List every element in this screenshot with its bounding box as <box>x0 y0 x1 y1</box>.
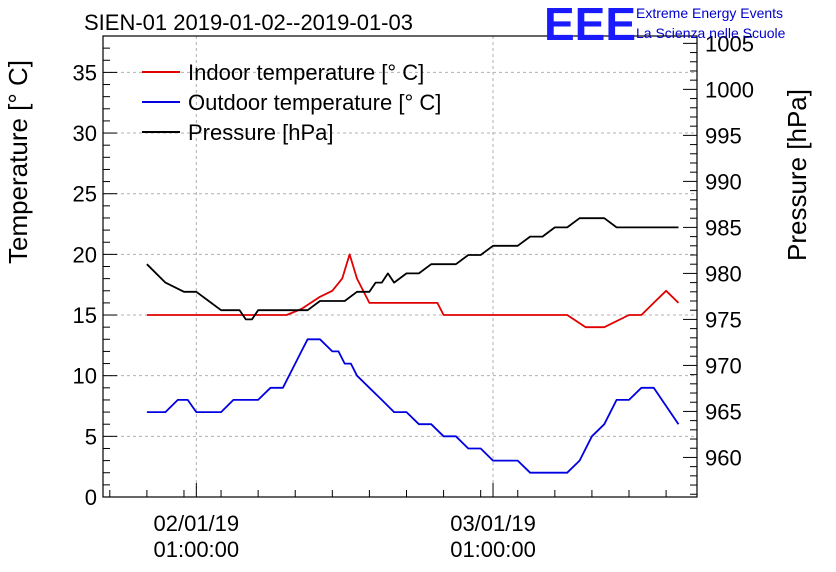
x-tick-date-label-0: 02/01/19 <box>154 511 240 536</box>
series-line-0 <box>146 253 680 329</box>
y-right-tick-label-2: 970 <box>705 353 742 378</box>
y-left-tick-label-3: 15 <box>73 303 97 328</box>
y-left-tick-label-1: 5 <box>85 424 97 449</box>
y-right-tick-label-6: 990 <box>705 169 742 194</box>
y-left-tick-label-6: 30 <box>73 121 97 146</box>
legend-label-1: Outdoor temperature [° C] <box>188 90 441 115</box>
x-tick-time-label-0: 01:00:00 <box>154 537 240 562</box>
y-right-tick-label-4: 980 <box>705 261 742 286</box>
y-right-tick-label-8: 1000 <box>705 77 754 102</box>
y-axis-right-label: Pressure [hPa] <box>782 89 812 261</box>
series-line-1 <box>146 338 680 474</box>
y-right-tick-label-5: 985 <box>705 215 742 240</box>
eee-logo-line-2: La Scienza nelle Scuole <box>636 25 786 41</box>
legend-label-0: Indoor temperature [° C] <box>188 60 424 85</box>
chart-title: SIEN-01 2019-01-02--2019-01-03 <box>84 10 413 35</box>
y-right-tick-label-7: 995 <box>705 123 742 148</box>
y-right-tick-label-1: 965 <box>705 399 742 424</box>
y-right-tick-label-9: 1005 <box>705 31 754 56</box>
y-left-tick-label-7: 35 <box>73 60 97 85</box>
y-left-tick-label-5: 25 <box>73 182 97 207</box>
y-left-tick-label-0: 0 <box>85 485 97 510</box>
y-left-tick-label-2: 10 <box>73 364 97 389</box>
series-line-2 <box>146 217 679 321</box>
x-tick-date-label-1: 03/01/19 <box>450 511 536 536</box>
y-axis-left-label: Temperature [° C] <box>3 60 33 264</box>
eee-logo-line-1: Extreme Energy Events <box>636 5 783 21</box>
y-right-tick-label-3: 975 <box>705 307 742 332</box>
y-right-tick-label-0: 960 <box>705 445 742 470</box>
x-tick-time-label-1: 01:00:00 <box>450 537 536 562</box>
legend-label-2: Pressure [hPa] <box>188 120 334 145</box>
eee-logo-mark: EEE <box>544 0 636 50</box>
y-left-tick-label-4: 20 <box>73 242 97 267</box>
